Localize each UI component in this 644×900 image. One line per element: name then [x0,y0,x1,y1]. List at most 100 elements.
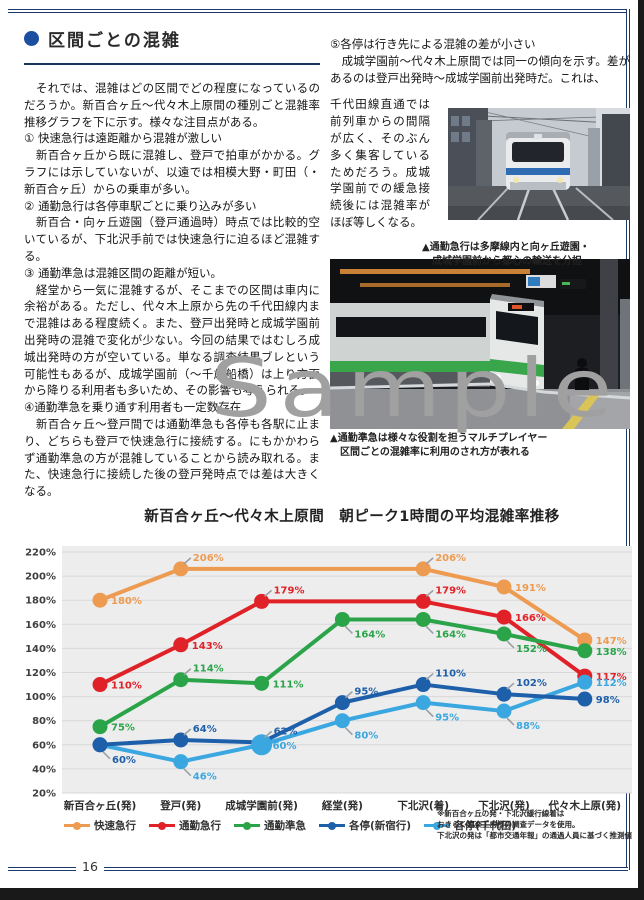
svg-text:100%: 100% [25,692,56,703]
congestion-chart: 20% 40% 60% 80% 100% 120% 140% 160% 180% 200% 220%… [16,542,638,820]
photo1-column [448,96,630,230]
svg-text:110%: 110% [435,669,466,680]
svg-text:40%: 40% [32,764,56,775]
svg-text:80%: 80% [32,716,56,727]
photo1-caption: ▲通勤急行は多摩線内と向ヶ丘遊園・ 成城学園前から都心の輸送を分担 [422,241,628,269]
legend-marker-icon [424,821,451,830]
photo-semi-express-train-platform [330,258,630,429]
section-header: 区間ごとの混雑 [24,26,181,51]
svg-text:新百合ヶ丘(発): 新百合ヶ丘(発) [64,799,137,812]
bottom-border-rule [8,867,628,871]
svg-text:117%: 117% [596,672,627,683]
legend-marker-icon [149,821,175,830]
footnote-line: ※新百合ヶ丘の発・下北沢緩行線着は [437,809,565,818]
svg-text:110%: 110% [111,681,142,692]
page-number: 16 [76,859,104,874]
svg-text:220%: 220% [25,548,56,559]
photo-commuter-express-train [448,108,630,221]
svg-text:登戸(発): 登戸(発) [159,799,201,812]
svg-text:147%: 147% [596,636,627,647]
svg-text:160%: 160% [25,620,56,631]
svg-text:95%: 95% [354,687,378,698]
caption-line: ▲通勤急行は多摩線内と向ヶ丘遊園・ [422,242,590,253]
sample-watermark: Sample [210,342,620,435]
svg-text:80%: 80% [354,731,378,742]
paragraph: ③ 通勤準急は混雑区間の距離が短い。 [24,265,222,280]
paragraph: ⑤各停は行き先による混雑の差が小さい [330,37,536,51]
legend-label: 各停(千代田) [454,820,517,832]
legend-label: 通勤急行 [179,820,221,832]
legend-item: 各停(新宿行) [319,818,411,833]
paragraph: ④通勤準急を乗り通す利用者も一定数存在 [24,400,242,415]
svg-text:164%: 164% [354,629,385,640]
left-text-column: それでは、混雑はどの区間でどの程度になっているのだろうか。新百合ヶ丘～代々木上原… [24,80,320,500]
svg-text:98%: 98% [596,695,620,706]
paragraph: 新百合ヶ丘～登戸間では通勤準急も各停も各駅に止まり、どちらも登戸で快速急行に接続… [24,416,320,499]
svg-text:179%: 179% [274,585,305,596]
svg-text:60%: 60% [273,741,297,752]
legend-label: 通勤準急 [264,820,306,832]
svg-text:164%: 164% [435,629,466,640]
svg-text:200%: 200% [25,572,56,583]
legend-marker-icon [64,821,90,830]
train-front-icon [506,132,570,191]
paragraph: 成城学園前～代々木上原間では同一の傾向を示す。差があるのは登戸出発時～成城学園前… [330,53,630,85]
svg-text:191%: 191% [515,583,546,594]
svg-text:成城学園前(発): 成城学園前(発) [225,799,298,812]
paragraph: ② 通勤急行は各停車駅ごとに乗り込みが多い [24,198,257,213]
right-border-rule [626,9,630,870]
legend-item: 通勤急行 [149,818,221,833]
svg-text:112%: 112% [596,678,627,689]
svg-text:140%: 140% [25,644,56,655]
section-title: 区間ごとの混雑 [48,31,181,51]
chart-title: 新百合ヶ丘～代々木上原間 朝ピーク1時間の平均混雑率推移 [144,509,560,525]
svg-text:20%: 20% [32,789,56,800]
svg-text:102%: 102% [516,678,547,689]
caption-line: 区間ごとの混雑率に利用のされ方が表れる [330,446,530,458]
congestion-line-chart: 20% 40% 60% 80% 100% 120% 140% 160% 180% 200% 220%… [25,546,632,812]
train-side-icon [330,293,544,391]
svg-text:206%: 206% [193,553,224,564]
svg-text:180%: 180% [25,596,56,607]
svg-text:88%: 88% [516,721,540,732]
svg-text:代々木上原(発): 代々木上原(発) [547,799,621,812]
paragraph: 千代田線直通では前列車からの間隔が広く、そのぶん多く集客しているためだろう。成城… [330,97,430,229]
right-text-column: ⑤各停は行き先による混雑の差が小さい 成城学園前～代々木上原間では同一の傾向を示… [330,36,630,460]
legend-marker-icon [319,821,345,830]
svg-text:62%: 62% [274,726,298,737]
legend-label: 各停(新宿行) [349,820,412,832]
caption-line: 成城学園前から都心の輸送を分担 [422,256,582,267]
legend-marker-icon [234,821,260,830]
chart-footnote: ※新百合ヶ丘の発・下北沢緩行線着は おきらく娯楽工房様の調査データを使用。 下北… [437,809,632,842]
svg-text:180%: 180% [111,596,142,607]
paragraph: ① 快速急行は遠距離から混雑が激しい [24,131,222,146]
svg-text:下北沢(発): 下北沢(発) [478,799,530,812]
paragraph: それでは、混雑はどの区間でどの程度になっているのだろうか。新百合ヶ丘～代々木上原… [24,81,320,129]
page: 16 区間ごとの混雑 それでは、混雑はどの区間でどの程度になっているのだろうか。… [0,0,638,888]
svg-text:経堂(発): 経堂(発) [322,799,363,812]
caption-line: ▲通勤準急は様々な役割を担うマルチプレイヤー [330,432,548,444]
svg-text:95%: 95% [435,713,459,724]
svg-text:60%: 60% [112,755,136,766]
svg-text:114%: 114% [193,664,224,675]
legend-item: 快速急行 [64,818,136,833]
svg-text:138%: 138% [596,647,627,658]
footnote-line: おきらく娯楽工房様の調査データを使用。 [437,819,580,829]
paragraph: 新百合ヶ丘から既に混雑し、登戸で拍車がかかる。グラフには示していないが、以遠では… [24,148,320,196]
svg-text:111%: 111% [273,679,304,690]
section-title-underline [24,63,320,65]
chart-legend: 快速急行 通勤急行 通勤準急 各停(新宿行) 各停(千代田) [64,818,516,833]
paragraph: 経堂から一気に混雑するが、そこまでの区間は車内に余裕がある。ただし、代々木上原か… [24,282,320,398]
legend-item: 通勤準急 [234,818,306,833]
bullet-circle-icon [24,31,39,46]
svg-text:152%: 152% [516,644,547,655]
svg-text:143%: 143% [192,641,223,652]
footnote-line: 下北沢の発は「都市交通年報」の通過人員に基づく推測値 [437,830,632,840]
svg-text:60%: 60% [32,740,56,751]
top-border-rule [8,9,628,13]
legend-item: 各停(千代田) [424,818,516,833]
svg-text:120%: 120% [25,668,56,679]
photo2-caption: ▲通勤準急は様々な役割を担うマルチプレイヤー 区間ごとの混雑率に利用のされ方が表… [330,432,630,460]
legend-label: 快速急行 [94,820,136,832]
